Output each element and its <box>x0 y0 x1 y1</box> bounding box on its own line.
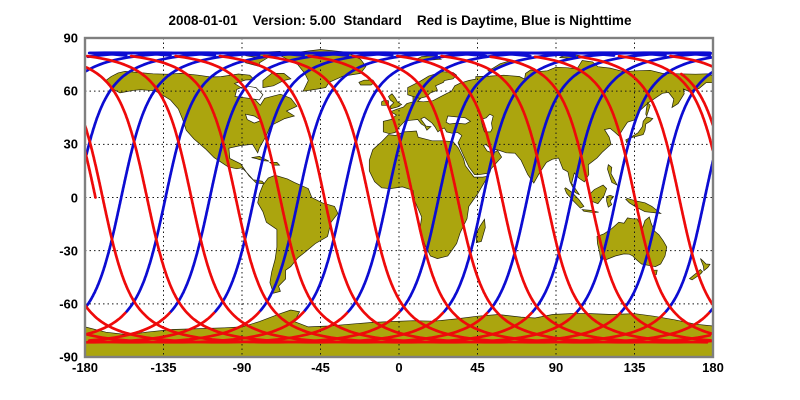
x-tick-label: 45 <box>470 360 485 375</box>
y-tick-label: 60 <box>63 83 78 99</box>
y-tick-label: 30 <box>63 136 78 152</box>
y-tick-label: -90 <box>59 349 78 365</box>
nighttime-track <box>169 51 438 314</box>
y-tick-label: -30 <box>59 243 78 259</box>
nighttime-track <box>85 51 305 161</box>
nighttime-track <box>486 51 712 314</box>
plot-title: 2008-01-01 Version: 5.00 Standard Red is… <box>168 13 632 28</box>
lake-greatlakes <box>244 113 262 124</box>
land-southamerica <box>257 174 339 294</box>
nighttime-track <box>664 159 713 314</box>
x-tick-label: 0 <box>395 360 403 375</box>
daytime-track <box>679 72 713 127</box>
map-layers <box>85 38 713 357</box>
nighttime-track <box>85 51 261 73</box>
nighttime-track <box>398 51 667 313</box>
land-nz_north <box>700 258 711 272</box>
daytime-track <box>85 124 401 344</box>
daytime-track <box>88 311 171 342</box>
x-tick-label: -90 <box>232 360 252 375</box>
land-japan <box>625 116 654 144</box>
nighttime-track <box>619 70 713 314</box>
land-sulawesi <box>606 194 615 208</box>
plot-frame <box>83 36 715 359</box>
daytime-track <box>85 311 216 344</box>
x-tick-label: 180 <box>702 360 724 375</box>
daytime-track <box>85 66 445 344</box>
land-cuba <box>251 156 270 162</box>
nighttime-track <box>124 51 394 314</box>
daytime-track <box>85 149 97 199</box>
land-australia <box>596 216 668 267</box>
nighttime-track <box>575 56 713 314</box>
x-tick-label: -135 <box>150 360 177 375</box>
land-sakhalin <box>645 101 651 117</box>
daytime-track <box>669 54 713 68</box>
land-africa <box>368 130 489 259</box>
land-northamerica <box>105 70 298 185</box>
daytime-track <box>129 54 533 344</box>
land-baffin <box>262 73 292 89</box>
nighttime-track <box>303 51 577 313</box>
nighttime-track <box>258 51 532 313</box>
land-philippines <box>607 164 618 186</box>
nighttime-track <box>213 51 488 314</box>
daytime-track <box>440 54 709 344</box>
x-tick-label: 135 <box>623 360 646 375</box>
daytime-track <box>617 54 713 152</box>
x-tick-label: -45 <box>311 360 330 375</box>
daytime-track <box>489 55 713 342</box>
daytime-track <box>85 54 489 344</box>
nighttime-track <box>531 51 713 314</box>
x-tick-label: -180 <box>71 360 99 375</box>
nighttime-track <box>85 51 350 310</box>
daytime-track <box>85 311 127 336</box>
land-sumatra <box>564 187 585 209</box>
x-tick-label: 90 <box>548 360 564 375</box>
y-tick-label: -60 <box>59 296 78 312</box>
daytime-track <box>578 55 713 306</box>
daytime-track <box>351 54 712 344</box>
y-tick-label: 0 <box>70 190 78 205</box>
nighttime-track <box>346 51 616 314</box>
land-uk <box>388 93 403 110</box>
nighttime-track <box>87 51 128 57</box>
nighttime-track <box>442 51 712 314</box>
daytime-track <box>533 55 713 336</box>
daytime-track <box>395 54 713 344</box>
y-tick-label: 90 <box>63 30 78 46</box>
